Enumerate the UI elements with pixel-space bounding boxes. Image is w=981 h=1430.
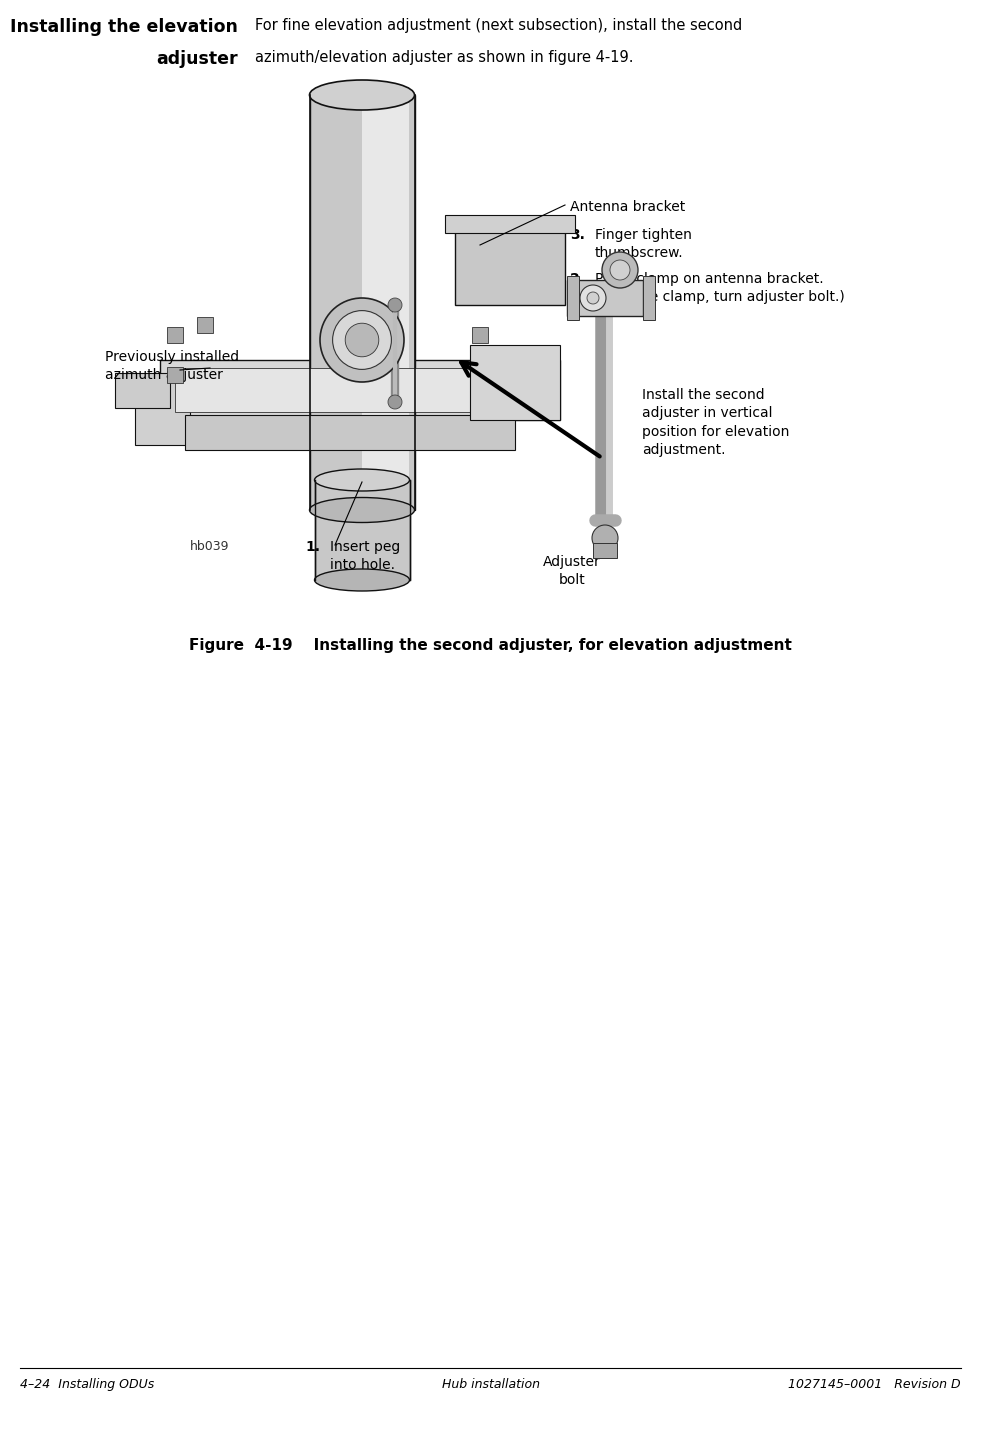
Bar: [315, 480, 409, 581]
Text: Finger tighten
thumbscrew.: Finger tighten thumbscrew.: [595, 227, 692, 260]
Circle shape: [587, 292, 599, 305]
Bar: [567, 276, 579, 320]
Text: 1027145–0001   Revision D: 1027145–0001 Revision D: [789, 1379, 961, 1391]
Circle shape: [580, 285, 606, 310]
Bar: [455, 230, 565, 305]
Bar: [470, 345, 560, 420]
Circle shape: [345, 323, 379, 358]
Bar: [115, 373, 170, 408]
Circle shape: [320, 297, 404, 382]
Text: hb039: hb039: [190, 541, 230, 553]
Circle shape: [333, 310, 391, 369]
Text: Previously installed
azimuth adjuster: Previously installed azimuth adjuster: [105, 350, 239, 382]
Text: Antenna bracket: Antenna bracket: [570, 200, 686, 214]
Bar: [167, 327, 183, 343]
Text: 4–24  Installing ODUs: 4–24 Installing ODUs: [20, 1379, 154, 1391]
Ellipse shape: [315, 569, 409, 591]
Text: Installing the elevation: Installing the elevation: [10, 19, 238, 36]
Text: adjuster: adjuster: [156, 50, 238, 69]
Bar: [643, 276, 655, 320]
Circle shape: [388, 395, 402, 409]
Circle shape: [388, 297, 402, 312]
Bar: [593, 543, 617, 558]
Ellipse shape: [309, 498, 415, 522]
Bar: [309, 94, 415, 511]
Bar: [175, 368, 545, 412]
Text: Hub installation: Hub installation: [441, 1379, 540, 1391]
Bar: [185, 415, 515, 450]
Ellipse shape: [309, 80, 415, 110]
Text: 1.: 1.: [305, 541, 320, 553]
Text: 3.: 3.: [570, 227, 585, 242]
Bar: [362, 94, 409, 511]
Text: For fine elevation adjustment (next subsection), install the second: For fine elevation adjustment (next subs…: [255, 19, 743, 33]
Circle shape: [592, 525, 618, 551]
Bar: [135, 380, 190, 445]
Text: Figure  4-19    Installing the second adjuster, for elevation adjustment: Figure 4-19 Installing the second adjust…: [189, 638, 792, 654]
Bar: [197, 317, 213, 333]
Bar: [472, 327, 488, 343]
Text: azimuth/elevation adjuster as shown in figure 4-19.: azimuth/elevation adjuster as shown in f…: [255, 50, 634, 64]
Text: Adjuster
bolt: Adjuster bolt: [543, 555, 601, 588]
Bar: [167, 368, 183, 383]
Bar: [160, 360, 560, 420]
Text: Place clamp on antenna bracket.
(To move clamp, turn adjuster bolt.): Place clamp on antenna bracket. (To move…: [595, 272, 845, 305]
Text: Insert peg
into hole.: Insert peg into hole.: [330, 541, 400, 572]
Bar: [445, 214, 575, 233]
Bar: [567, 280, 643, 316]
Ellipse shape: [315, 469, 409, 490]
Circle shape: [610, 260, 630, 280]
Circle shape: [602, 252, 638, 287]
Text: 2.: 2.: [570, 272, 585, 286]
Text: Install the second
adjuster in vertical
position for elevation
adjustment.: Install the second adjuster in vertical …: [642, 388, 790, 458]
